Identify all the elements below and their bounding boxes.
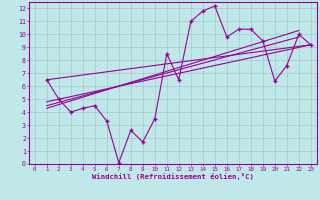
X-axis label: Windchill (Refroidissement éolien,°C): Windchill (Refroidissement éolien,°C) (92, 173, 254, 180)
